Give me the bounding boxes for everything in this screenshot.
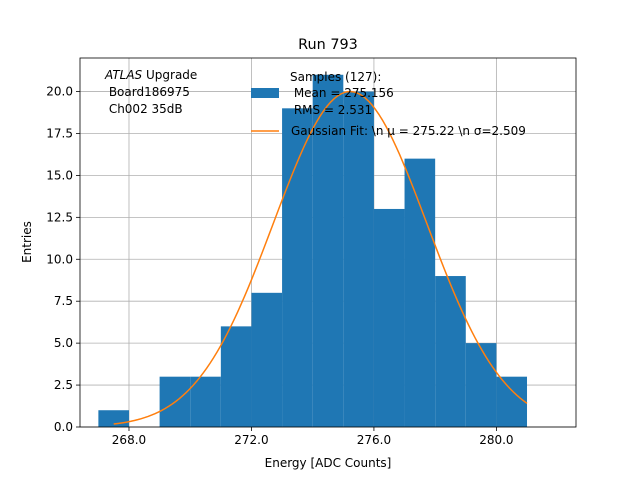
histogram-bar bbox=[373, 208, 405, 427]
legend-hist-line2: Mean = 275.156 bbox=[290, 86, 394, 100]
annotation-line2: Board186975 bbox=[105, 85, 190, 99]
y-tick-label: 5.0 bbox=[54, 336, 73, 350]
histogram-bar bbox=[220, 326, 252, 427]
legend-hist-swatch bbox=[251, 88, 279, 98]
legend-fit-label: Gaussian Fit: \n μ = 275.22 \n σ=2.509 bbox=[291, 124, 526, 138]
y-tick-label: 2.5 bbox=[54, 378, 73, 392]
histogram-bar bbox=[343, 91, 374, 427]
annotation-atlas: ATLAS bbox=[104, 68, 143, 82]
y-tick-label: 12.5 bbox=[46, 210, 73, 224]
y-axis-label: Entries bbox=[20, 221, 34, 263]
x-tick-label: 276.0 bbox=[357, 433, 391, 447]
chart-title: Run 793 bbox=[298, 37, 358, 53]
y-tick-label: 20.0 bbox=[46, 85, 73, 99]
x-axis-label: Energy [ADC Counts] bbox=[265, 456, 392, 470]
histogram-bar bbox=[312, 74, 344, 427]
annotation-box: ATLAS Upgrade Board186975 Ch002 35dB bbox=[104, 68, 197, 116]
x-axis-ticks: 268.0 272.0 276.0 280.0 bbox=[112, 427, 514, 447]
histogram-bar bbox=[251, 292, 283, 427]
histogram-bar bbox=[282, 108, 313, 428]
y-tick-label: 7.5 bbox=[54, 294, 73, 308]
annotation-line3: Ch002 35dB bbox=[105, 102, 183, 116]
histogram-bar bbox=[190, 376, 221, 427]
legend-hist-line3: RMS = 2.531 bbox=[290, 103, 372, 117]
histogram-bar bbox=[404, 158, 436, 428]
x-tick-label: 280.0 bbox=[479, 433, 513, 447]
annotation-line1: Upgrade bbox=[142, 68, 197, 82]
legend: Samples (127): Mean = 275.156 RMS = 2.53… bbox=[251, 70, 526, 138]
y-tick-label: 0.0 bbox=[54, 420, 73, 434]
histogram-bar bbox=[465, 343, 497, 427]
histogram-bar bbox=[98, 410, 129, 427]
y-tick-label: 10.0 bbox=[46, 252, 73, 266]
x-tick-label: 268.0 bbox=[112, 433, 146, 447]
fit-layer bbox=[113, 90, 528, 425]
legend-hist-line1: Samples (127): bbox=[290, 70, 381, 84]
histogram-bar bbox=[496, 376, 528, 427]
x-tick-label: 272.0 bbox=[234, 433, 268, 447]
bars-layer bbox=[98, 74, 528, 428]
y-tick-label: 15.0 bbox=[46, 168, 73, 182]
y-axis-ticks: 0.0 2.5 5.0 7.5 10.0 12.5 15.0 17.5 20.0 bbox=[46, 85, 80, 434]
plot-frame bbox=[79, 57, 577, 428]
y-tick-label: 17.5 bbox=[46, 126, 73, 140]
histogram-bar bbox=[435, 276, 466, 427]
svg-text:ATLAS Upgrade: ATLAS Upgrade bbox=[104, 68, 197, 82]
gaussian-fit-line bbox=[113, 90, 528, 425]
